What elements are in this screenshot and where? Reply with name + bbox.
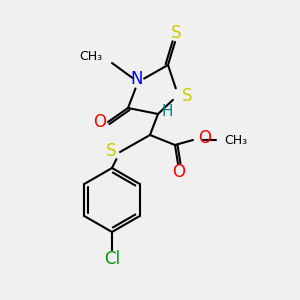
Text: S: S [171, 24, 181, 42]
Text: N: N [131, 70, 143, 88]
Text: O: O [172, 163, 185, 181]
Text: CH₃: CH₃ [224, 134, 247, 146]
Text: O: O [94, 113, 106, 131]
Text: S: S [106, 142, 116, 160]
Text: S: S [182, 87, 192, 105]
Text: O: O [198, 129, 211, 147]
Text: Cl: Cl [104, 250, 120, 268]
Text: CH₃: CH₃ [79, 50, 102, 62]
Text: H: H [161, 104, 173, 119]
